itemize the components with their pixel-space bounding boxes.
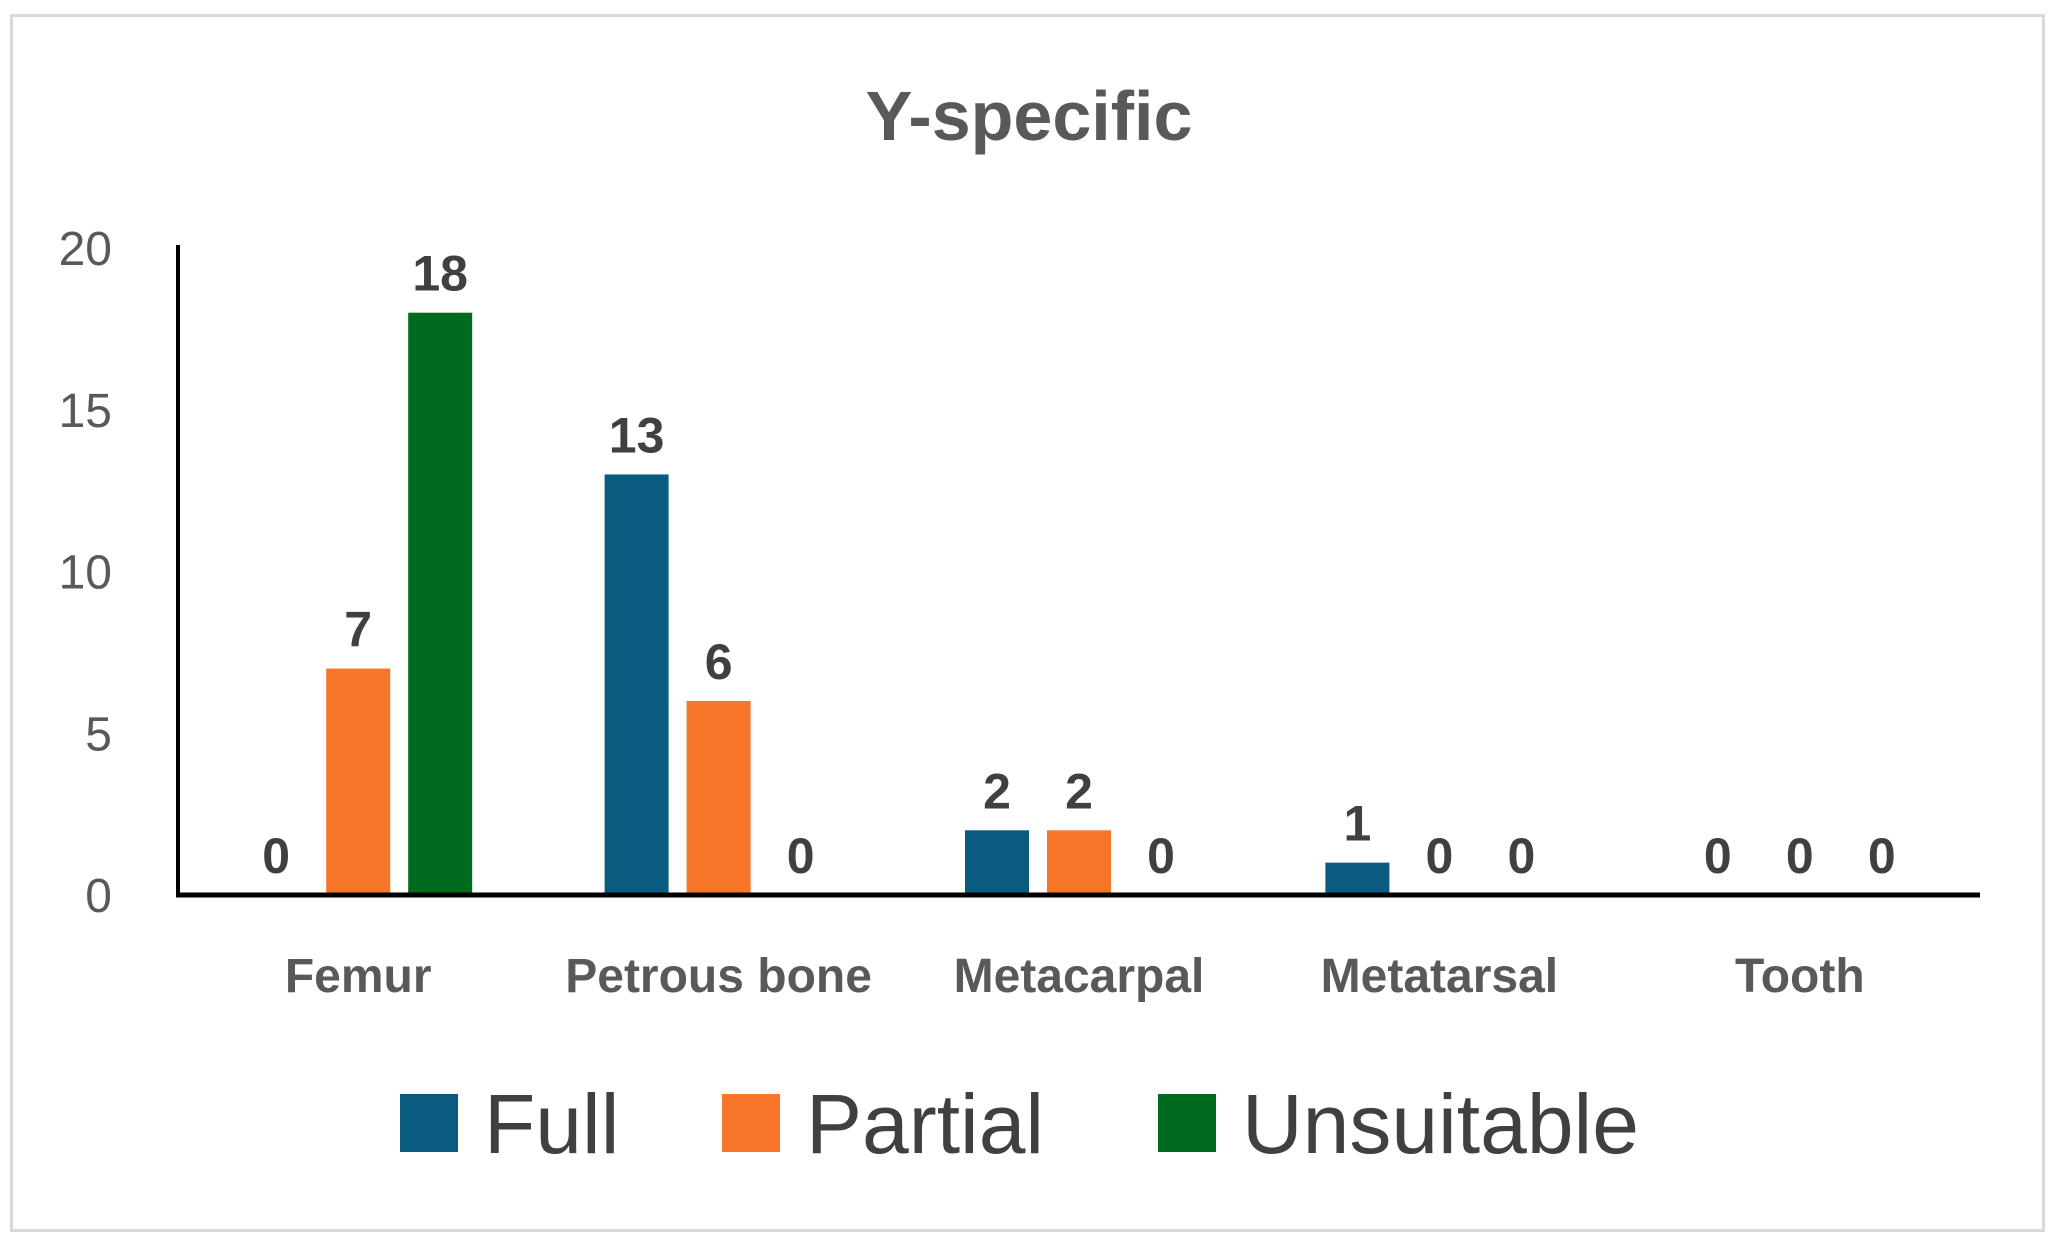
data-label: 18	[412, 246, 468, 302]
chart-frame	[10, 14, 2045, 1232]
legend-label: Full	[484, 1077, 619, 1171]
y-tick-label: 15	[59, 385, 112, 438]
legend-label: Unsuitable	[1242, 1077, 1639, 1171]
data-label: 7	[344, 602, 372, 658]
legend-swatch	[722, 1094, 780, 1152]
data-label: 0	[1786, 828, 1814, 884]
data-label: 6	[705, 634, 733, 690]
y-tick-label: 10	[59, 547, 112, 600]
y-axis-ticks: 0 5 10 15 20	[59, 223, 112, 923]
bar	[1325, 862, 1390, 895]
data-label: 0	[1425, 828, 1453, 884]
bars-group	[326, 312, 1390, 895]
legend-swatch	[1158, 1094, 1216, 1152]
y-tick-label: 0	[85, 870, 112, 923]
data-label: 0	[262, 828, 290, 884]
data-label: 0	[1147, 828, 1175, 884]
bar	[604, 474, 669, 895]
data-label: 0	[1868, 828, 1896, 884]
bar	[408, 312, 473, 895]
x-tick-label: Tooth	[1735, 950, 1865, 1003]
x-tick-label: Femur	[285, 950, 432, 1003]
data-label: 2	[1065, 763, 1093, 819]
bar	[965, 830, 1029, 895]
legend-label: Partial	[806, 1077, 1044, 1171]
chart-title: Y-specific	[866, 77, 1193, 155]
axes-group	[176, 245, 1980, 898]
bar	[1047, 830, 1111, 895]
data-label: 13	[609, 407, 665, 463]
data-label: 0	[1507, 828, 1535, 884]
data-label: 1	[1343, 796, 1371, 852]
data-label: 2	[983, 763, 1011, 819]
data-label: 0	[1704, 828, 1732, 884]
bar	[686, 700, 751, 895]
bar	[326, 668, 391, 895]
data-label: 0	[787, 828, 815, 884]
legend-swatch	[400, 1094, 458, 1152]
legend: Full Partial Unsuitable	[400, 1077, 1639, 1171]
x-tick-label: Petrous bone	[565, 950, 872, 1003]
x-tick-label: Metacarpal	[954, 950, 1205, 1003]
x-tick-label: Metatarsal	[1321, 950, 1558, 1003]
y-tick-label: 5	[85, 708, 112, 761]
y-tick-label: 20	[59, 223, 112, 276]
category-labels-group: Femur Petrous bone Metacarpal Metatarsal Too…	[285, 950, 1865, 1003]
